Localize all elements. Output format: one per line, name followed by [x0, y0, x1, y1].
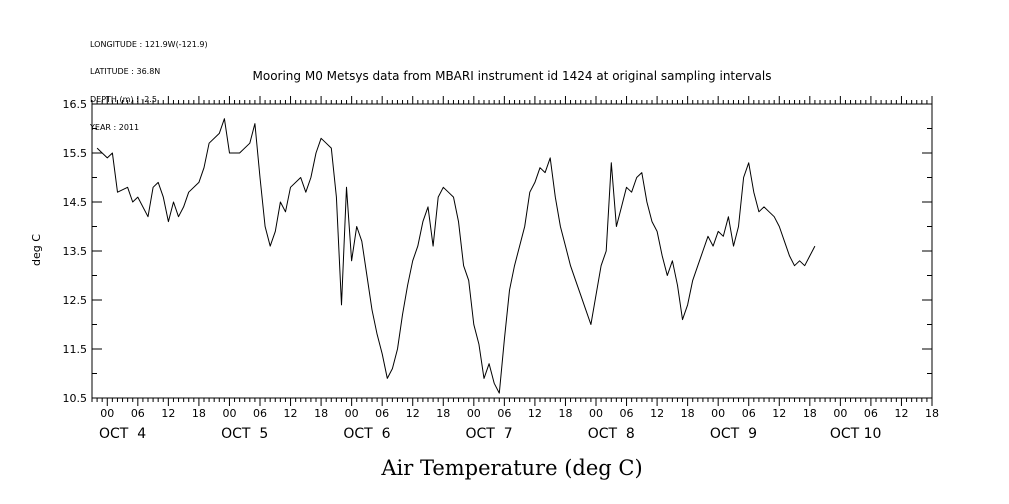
x-tick-label: 00 — [711, 407, 725, 420]
x-tick-label: 00 — [345, 407, 359, 420]
day-label: OCT 9 — [710, 426, 757, 442]
chart-title: Mooring M0 Metsys data from MBARI instru… — [253, 69, 772, 83]
x-tick-label: 12 — [161, 407, 175, 420]
y-tick-label: 16.5 — [63, 98, 88, 111]
x-tick-label: 12 — [894, 407, 908, 420]
x-tick-label: 12 — [772, 407, 786, 420]
air-temperature-line — [96, 118, 816, 394]
plot-frame — [91, 103, 933, 399]
day-label: OCT 8 — [588, 426, 635, 442]
x-tick-label: 00 — [833, 407, 847, 420]
station-metadata: LONGITUDE : 121.9W(-121.9) LATITUDE : 36… — [90, 21, 208, 142]
x-tick-label: 06 — [253, 407, 267, 420]
series-layer — [96, 118, 816, 394]
y-tick-label: 13.5 — [63, 245, 88, 258]
longitude-text: LONGITUDE : 121.9W(-121.9) — [90, 39, 208, 49]
day-label: OCT 6 — [343, 426, 390, 442]
x-tick-label: 12 — [284, 407, 298, 420]
day-label: OCT 7 — [466, 426, 513, 442]
x-tick-label: 12 — [528, 407, 542, 420]
x-tick-label: 00 — [589, 407, 603, 420]
x-tick-label: 06 — [375, 407, 389, 420]
x-tick-label: 18 — [314, 407, 328, 420]
x-tick-label: 06 — [497, 407, 511, 420]
year-text: YEAR : 2011 — [90, 123, 140, 133]
x-tick-label: 06 — [864, 407, 878, 420]
x-tick-label: 00 — [467, 407, 481, 420]
x-tick-label: 18 — [681, 407, 695, 420]
x-tick-label: 18 — [192, 407, 206, 420]
x-tick-label: 00 — [222, 407, 236, 420]
x-tick-label: 18 — [803, 407, 817, 420]
x-tick-label: 06 — [620, 407, 634, 420]
y-tick-label: 15.5 — [63, 147, 88, 160]
x-tick-label: 00 — [100, 407, 114, 420]
x-tick-label: 06 — [131, 407, 145, 420]
day-label: OCT 5 — [221, 426, 268, 442]
day-label: OCT 10 — [830, 426, 882, 442]
latitude-text: LATITUDE : 36.8N — [90, 67, 161, 77]
x-tick-label: 18 — [925, 407, 939, 420]
x-tick-label: 18 — [436, 407, 450, 420]
y-axis: 10.5 11.5 12.5 13.5 14.5 15.5 16.5 — [63, 98, 932, 405]
y-tick-label: 11.5 — [63, 343, 88, 356]
y-tick-label: 12.5 — [63, 294, 88, 307]
day-label: OCT 4 — [99, 426, 146, 442]
y-axis-label: deg C — [30, 234, 43, 266]
y-tick-label: 10.5 — [63, 392, 88, 405]
x-tick-label: 12 — [650, 407, 664, 420]
y-tick-label: 14.5 — [63, 196, 88, 209]
x-tick-label: 18 — [558, 407, 572, 420]
x-axis-label: Air Temperature (deg C) — [380, 456, 642, 480]
x-tick-label: 06 — [742, 407, 756, 420]
x-tick-label: 12 — [406, 407, 420, 420]
x-axis: 00 06 12 18 00 06 12 18 00 06 12 18 00 06 12 18 00 06 12 18… — [91, 96, 939, 442]
